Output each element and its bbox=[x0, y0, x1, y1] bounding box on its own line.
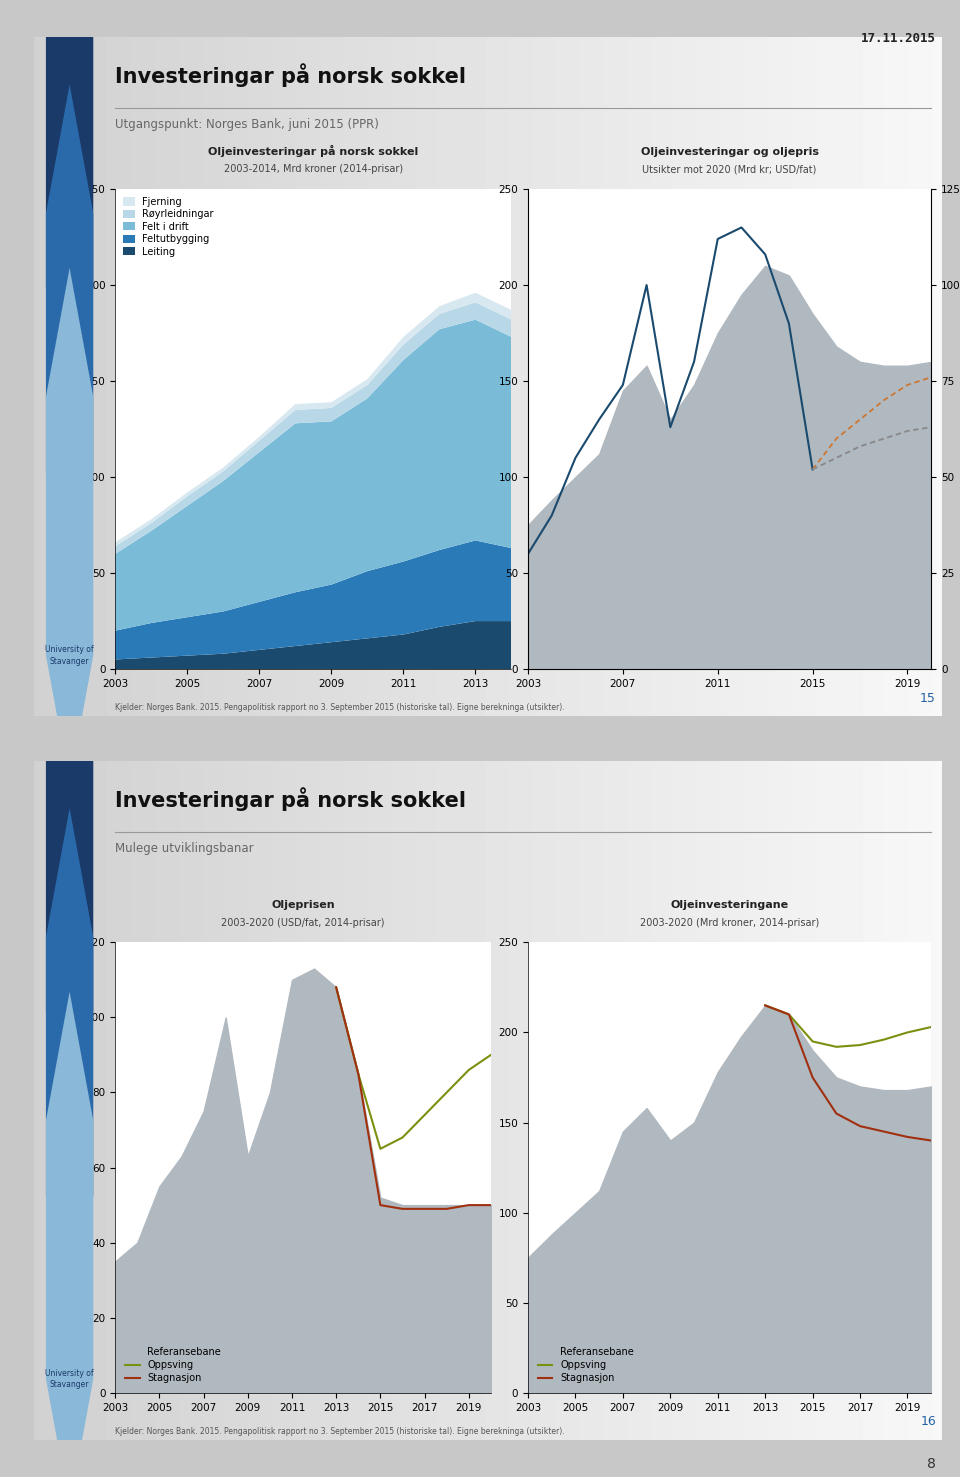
Legend: Fjerning, Røyrleidningar, Felt i drift, Feltutbygging, Leiting: Fjerning, Røyrleidningar, Felt i drift, … bbox=[120, 193, 217, 260]
Text: Oljeinvesteringar på norsk sokkel: Oljeinvesteringar på norsk sokkel bbox=[208, 145, 419, 157]
Text: Investeringar på norsk sokkel: Investeringar på norsk sokkel bbox=[115, 787, 467, 811]
Text: 16: 16 bbox=[921, 1415, 936, 1428]
Text: University of
Stavanger: University of Stavanger bbox=[45, 1369, 94, 1390]
Text: University of
Stavanger: University of Stavanger bbox=[45, 645, 94, 666]
Text: 2003-2020 (Mrd kroner, 2014-prisar): 2003-2020 (Mrd kroner, 2014-prisar) bbox=[640, 917, 819, 928]
Text: Mulege utviklingsbanar: Mulege utviklingsbanar bbox=[115, 842, 253, 855]
Text: Oljeprisen: Oljeprisen bbox=[272, 899, 335, 910]
Text: 2003-2020 (USD/fat, 2014-prisar): 2003-2020 (USD/fat, 2014-prisar) bbox=[221, 917, 385, 928]
Text: Kjelder: Norges Bank. 2015. Pengapolitisk rapport no 3. September 2015 (historis: Kjelder: Norges Bank. 2015. Pengapolitis… bbox=[115, 703, 564, 712]
Legend: Referansebane, Oppsving, Stagnasjon: Referansebane, Oppsving, Stagnasjon bbox=[533, 1343, 638, 1388]
Text: 2003-2014, Mrd kroner (2014-prisar): 2003-2014, Mrd kroner (2014-prisar) bbox=[224, 164, 403, 174]
Text: Utgangspunkt: Norges Bank, juni 2015 (PPR): Utgangspunkt: Norges Bank, juni 2015 (PP… bbox=[115, 118, 379, 131]
Legend: Referansebane, Oppsving, Stagnasjon: Referansebane, Oppsving, Stagnasjon bbox=[120, 1343, 226, 1388]
Text: Oljeinvesteringane: Oljeinvesteringane bbox=[670, 899, 789, 910]
Text: Investeringar på norsk sokkel: Investeringar på norsk sokkel bbox=[115, 64, 467, 87]
Text: 8: 8 bbox=[927, 1458, 936, 1471]
Text: Utsikter mot 2020 (Mrd kr; USD/fat): Utsikter mot 2020 (Mrd kr; USD/fat) bbox=[642, 164, 817, 174]
Text: 17.11.2015: 17.11.2015 bbox=[861, 32, 936, 46]
Text: 15: 15 bbox=[920, 691, 936, 705]
Text: Oljeinvesteringar og oljepris: Oljeinvesteringar og oljepris bbox=[640, 146, 819, 157]
Text: Kjelder: Norges Bank. 2015. Pengapolitisk rapport no 3. September 2015 (historis: Kjelder: Norges Bank. 2015. Pengapolitis… bbox=[115, 1427, 564, 1436]
